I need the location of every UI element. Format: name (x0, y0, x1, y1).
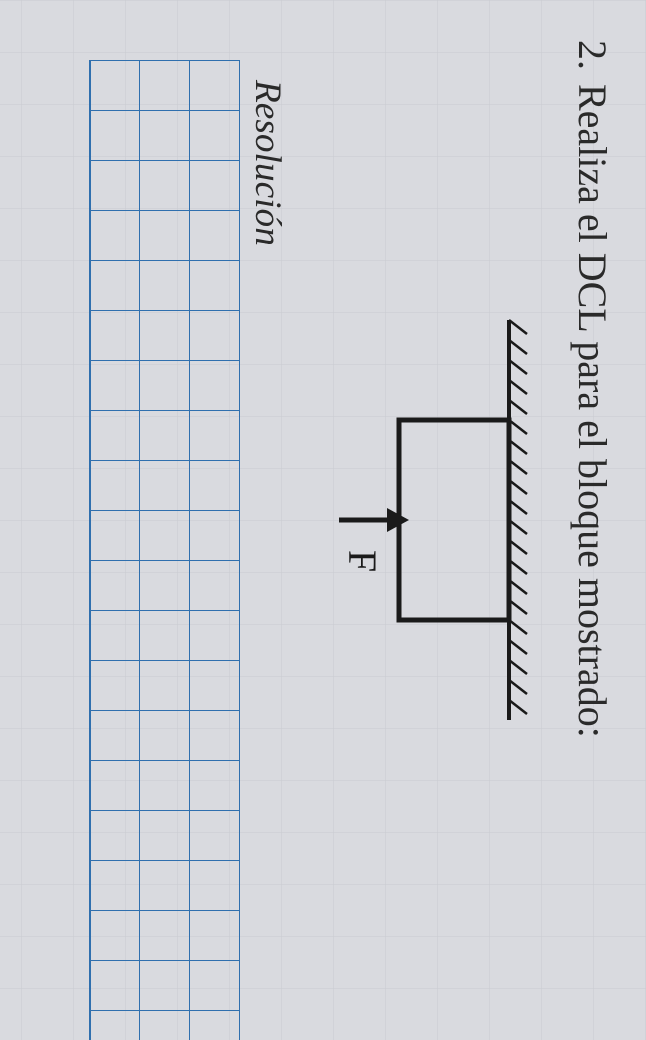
block-rect (399, 420, 509, 620)
resolution-label: Resolución (246, 80, 289, 1000)
page: 2. Realiza el DCL para el bloque mostrad… (0, 0, 646, 1040)
ceiling-hatching (509, 320, 527, 714)
answer-grid-container (83, 60, 240, 980)
content-area: 2. Realiza el DCL para el bloque mostrad… (0, 0, 646, 1040)
question-text: Realiza el DCL para el bloque mostrado: (569, 84, 616, 738)
question-number: 2. (569, 40, 616, 70)
answer-grid[interactable] (88, 60, 240, 1040)
block-diagram: F (329, 300, 539, 740)
force-label: F (340, 550, 385, 572)
figure-container: F (329, 40, 539, 1000)
question-line: 2. Realiza el DCL para el bloque mostrad… (569, 40, 616, 1000)
